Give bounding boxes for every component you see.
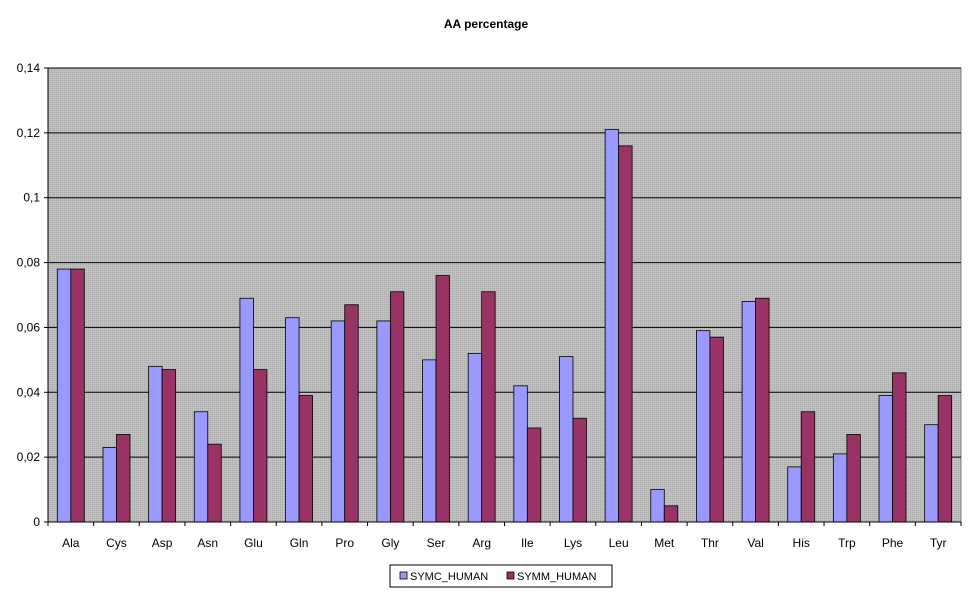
x-tick-label: Cys [106, 536, 127, 550]
bar-symc-human-leu [604, 129, 620, 523]
bar-symm-human-glu [253, 369, 268, 523]
x-tick-label: Leu [609, 536, 629, 550]
x-tick-label: Ala [62, 536, 80, 550]
bar-symm-human-met [663, 505, 679, 523]
bar-symc-human-ala [56, 268, 72, 523]
x-tick-label: His [793, 536, 810, 550]
x-tick-label: Gly [381, 536, 399, 550]
bar-symc-human-pro [330, 320, 346, 523]
bar-symc-human-asp [148, 365, 163, 523]
bar-symm-human-val [755, 297, 770, 523]
gridlines [48, 67, 961, 458]
chart-title: AA percentage [444, 17, 529, 31]
y-tick-label: 0,08 [17, 256, 41, 270]
bar-symc-human-thr [696, 330, 711, 523]
y-tick-label: 0,14 [17, 61, 41, 75]
x-tick-label: Glu [244, 536, 263, 550]
bar-symm-human-thr [709, 336, 724, 523]
x-tick-label: Tyr [930, 536, 947, 550]
bar-symc-human-trp [832, 453, 848, 523]
x-tick-label: Met [654, 536, 675, 550]
bar-symc-human-glu [239, 297, 254, 523]
y-tick-label: 0,1 [23, 191, 40, 205]
x-tick-label: Thr [701, 536, 719, 550]
bar-symm-human-lys [572, 417, 587, 523]
x-tick-label: Gln [290, 536, 309, 550]
x-tick-label: Asn [197, 536, 218, 550]
x-tick-label: Val [747, 536, 763, 550]
x-tick-label: Trp [838, 536, 856, 550]
x-tick-label: Ile [521, 536, 534, 550]
bar-symm-human-ala [70, 268, 85, 523]
plot-area [47, 67, 962, 523]
legend-swatch-symm-human [506, 571, 515, 580]
bar-symc-human-phe [878, 395, 893, 523]
bar-symc-human-tyr [924, 424, 939, 523]
bar-symm-human-arg [481, 291, 496, 523]
bar-symm-human-ser [435, 275, 450, 523]
legend-label-symm-human: SYMM_HUMAN [517, 571, 597, 583]
bar-symm-human-asn [207, 443, 222, 523]
bar-symc-human-lys [559, 356, 574, 523]
y-tick-label: 0,06 [17, 320, 41, 334]
x-tick-label: Pro [335, 536, 354, 550]
y-tick-label: 0,12 [17, 126, 41, 140]
bar-symc-human-asn [193, 411, 209, 523]
bar-symm-human-pro [344, 304, 359, 523]
bar-symc-human-ile [513, 385, 528, 523]
y-tick-label: 0 [33, 515, 40, 529]
bar-symm-human-phe [892, 372, 907, 523]
bar-symm-human-his [800, 411, 816, 523]
bar-symc-human-ser [422, 359, 437, 523]
x-tick-label: Phe [882, 536, 904, 550]
bar-symc-human-met [650, 489, 665, 523]
bar-symm-human-cys [116, 434, 131, 523]
bar-symc-human-val [741, 301, 756, 523]
legend-label-symc-human: SYMC_HUMAN [410, 571, 488, 583]
bar-symm-human-trp [846, 434, 861, 523]
legend-swatch-symc-human [399, 571, 408, 580]
bar-symc-human-his [787, 466, 802, 523]
bar-symm-human-gly [389, 291, 405, 523]
bar-symc-human-gly [376, 320, 391, 523]
bar-symc-human-gln [285, 317, 300, 523]
y-axis-ticks: 0 0,02 0,04 0,06 0,08 0,1 0,12 0,14 [17, 61, 48, 529]
x-tick-label: Ser [427, 536, 446, 550]
bar-symm-human-gln [298, 395, 313, 523]
legend: SYMC_HUMAN SYMM_HUMAN [389, 564, 613, 588]
bar-symm-human-asp [161, 369, 177, 523]
y-tick-label: 0,04 [17, 385, 41, 399]
x-axis-ticks: Ala Cys Asp Asn Glu Gln Pro Gly Ser Arg Ile Lys Leu M… [47, 522, 962, 550]
bar-symm-human-ile [526, 427, 542, 523]
bars [56, 129, 953, 523]
legend-box [389, 564, 613, 588]
y-tick-label: 0,02 [17, 450, 41, 464]
bar-symc-human-cys [102, 447, 117, 523]
bar-symm-human-leu [618, 145, 633, 523]
bar-symc-human-arg [467, 352, 483, 523]
bar-symm-human-tyr [937, 395, 953, 523]
x-tick-label: Asp [152, 536, 173, 550]
x-tick-label: Arg [472, 536, 491, 550]
x-tick-label: Lys [564, 536, 582, 550]
